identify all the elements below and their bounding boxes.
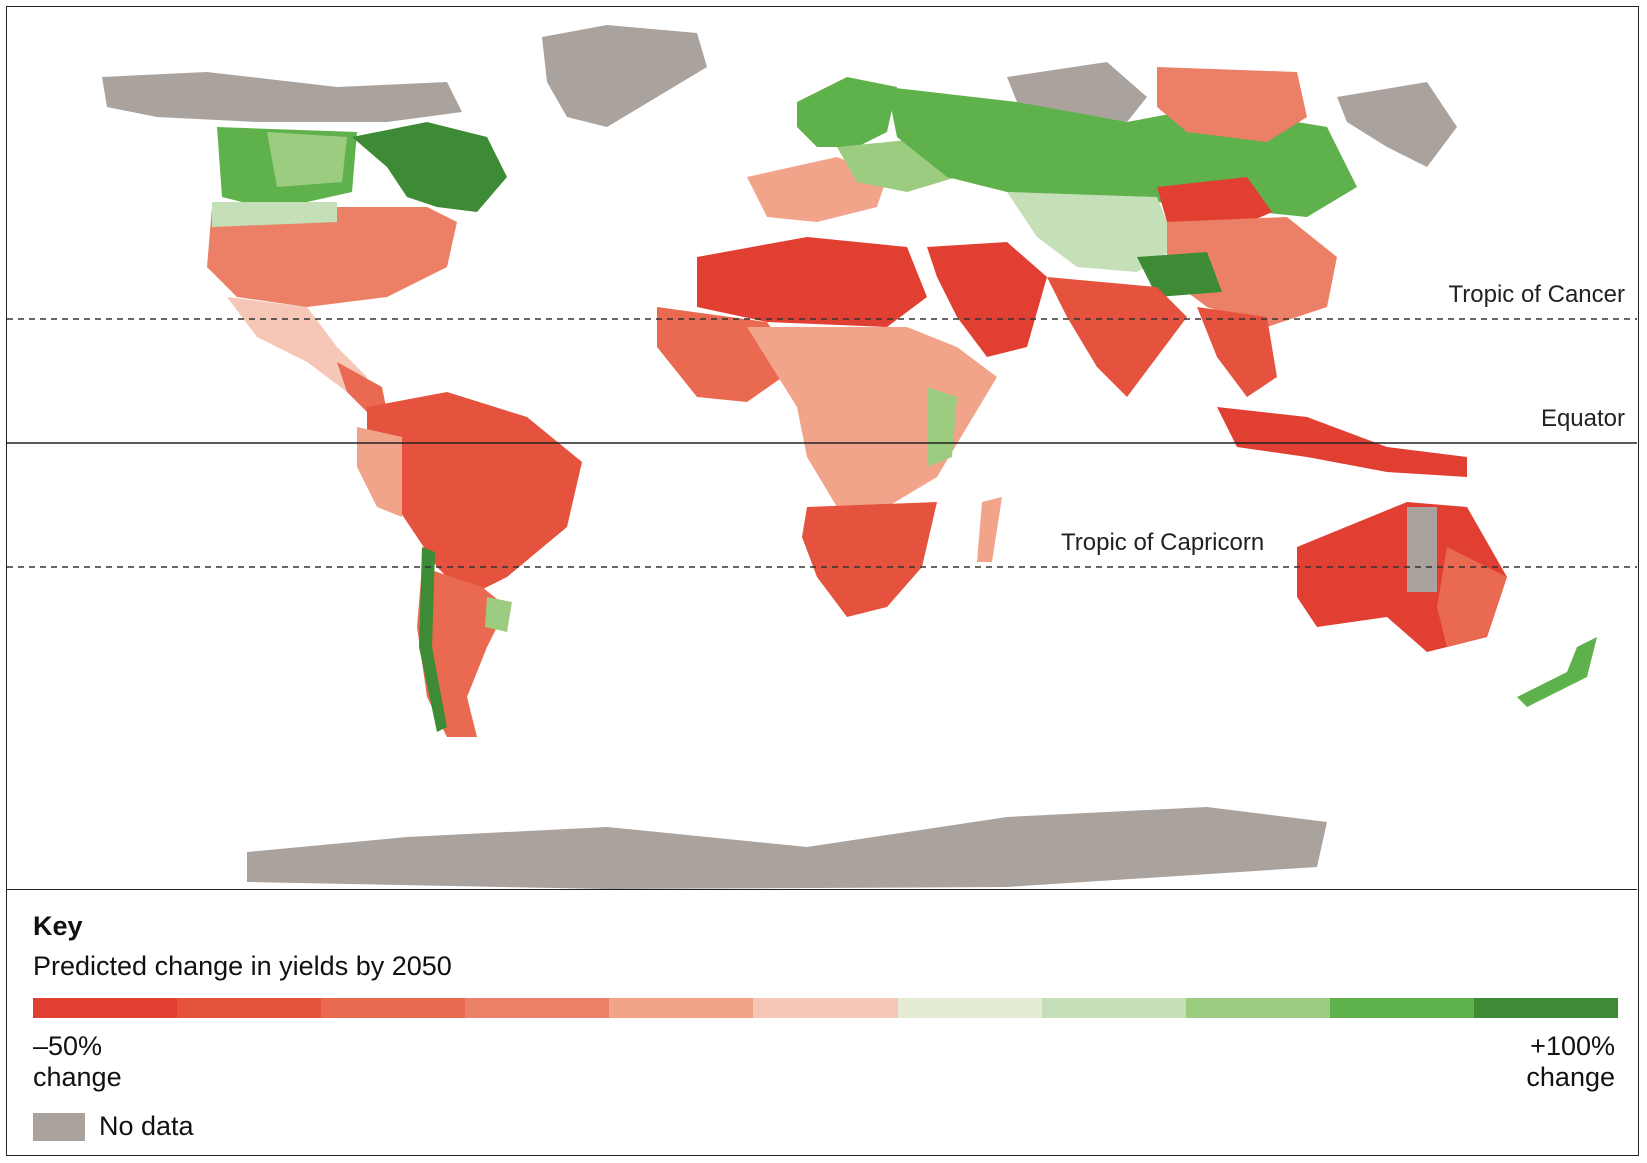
antarctica-region [247,807,1327,889]
figure-frame: Tropic of Cancer Equator Tropic of Capri… [6,6,1639,1156]
canada-east-region [352,122,507,212]
world-map: Tropic of Cancer Equator Tropic of Capri… [7,7,1637,890]
key-title: Key [33,911,83,941]
mongolia-region [1157,177,1272,232]
usa-north-region [212,202,337,227]
no-data-swatch [33,1113,85,1141]
scale-swatch-5 [609,998,754,1018]
canada-plains-region [267,132,347,187]
tropic-of-cancer-label: Tropic of Cancer [1448,281,1625,308]
central-asia-region [1007,192,1177,272]
scale-swatch-7 [897,998,1042,1018]
map-canvas [7,25,1637,889]
scale-high-unit: change [1526,1062,1615,1092]
chile-region [419,547,447,732]
color-scale-bar [33,998,1619,1018]
equator-label: Equator [1540,405,1625,432]
usa-region [207,207,457,307]
scale-swatch-10 [1329,998,1474,1018]
scale-swatch-3 [321,998,466,1018]
scale-swatch-8 [1041,998,1186,1018]
scale-swatch-11 [1473,998,1619,1018]
key-subtitle: Predicted change in yields by 2050 [33,951,452,981]
scale-swatch-1 [33,998,178,1018]
south-america-west-region [357,427,402,517]
madagascar-region [977,497,1002,562]
scale-swatch-4 [465,998,610,1018]
scale-swatch-6 [753,998,898,1018]
scale-high-label: +100% change [1526,1031,1615,1093]
scandinavia-region [797,77,897,147]
australia-east-region [1437,547,1507,647]
scale-low-label: –50% change [33,1031,122,1093]
map-key: Key Predicted change in yields by 2050 –… [7,891,1637,1153]
east-africa-green-region [927,387,957,467]
scale-low-unit: change [33,1062,122,1092]
south-asia-region [1047,277,1187,397]
siberia-red-region [1157,67,1307,142]
indonesia-region [1217,407,1467,477]
scale-low-value: –50% [33,1031,103,1061]
greenland-region [542,25,707,127]
tropic-of-capricorn-label: Tropic of Capricorn [1061,529,1265,556]
scale-high-value: +100% [1530,1031,1615,1061]
east-siberia-region [1337,82,1457,167]
scale-swatch-2 [177,998,322,1018]
central-africa-region [747,327,997,507]
middle-east-region [927,242,1047,357]
china-region [1167,217,1337,327]
new-zealand-region [1517,637,1597,707]
uruguay-region [485,597,512,632]
southern-africa-region [802,502,937,617]
tibet-region [1137,252,1222,297]
southeast-asia-region [1197,307,1277,397]
australia-nodata-region [1407,507,1437,592]
scale-swatch-9 [1185,998,1330,1018]
mexico-region [227,297,367,392]
central-america-region [337,362,387,417]
arctic-canada-region [102,72,462,122]
no-data-label: No data [99,1111,194,1141]
north-africa-region [697,237,927,327]
